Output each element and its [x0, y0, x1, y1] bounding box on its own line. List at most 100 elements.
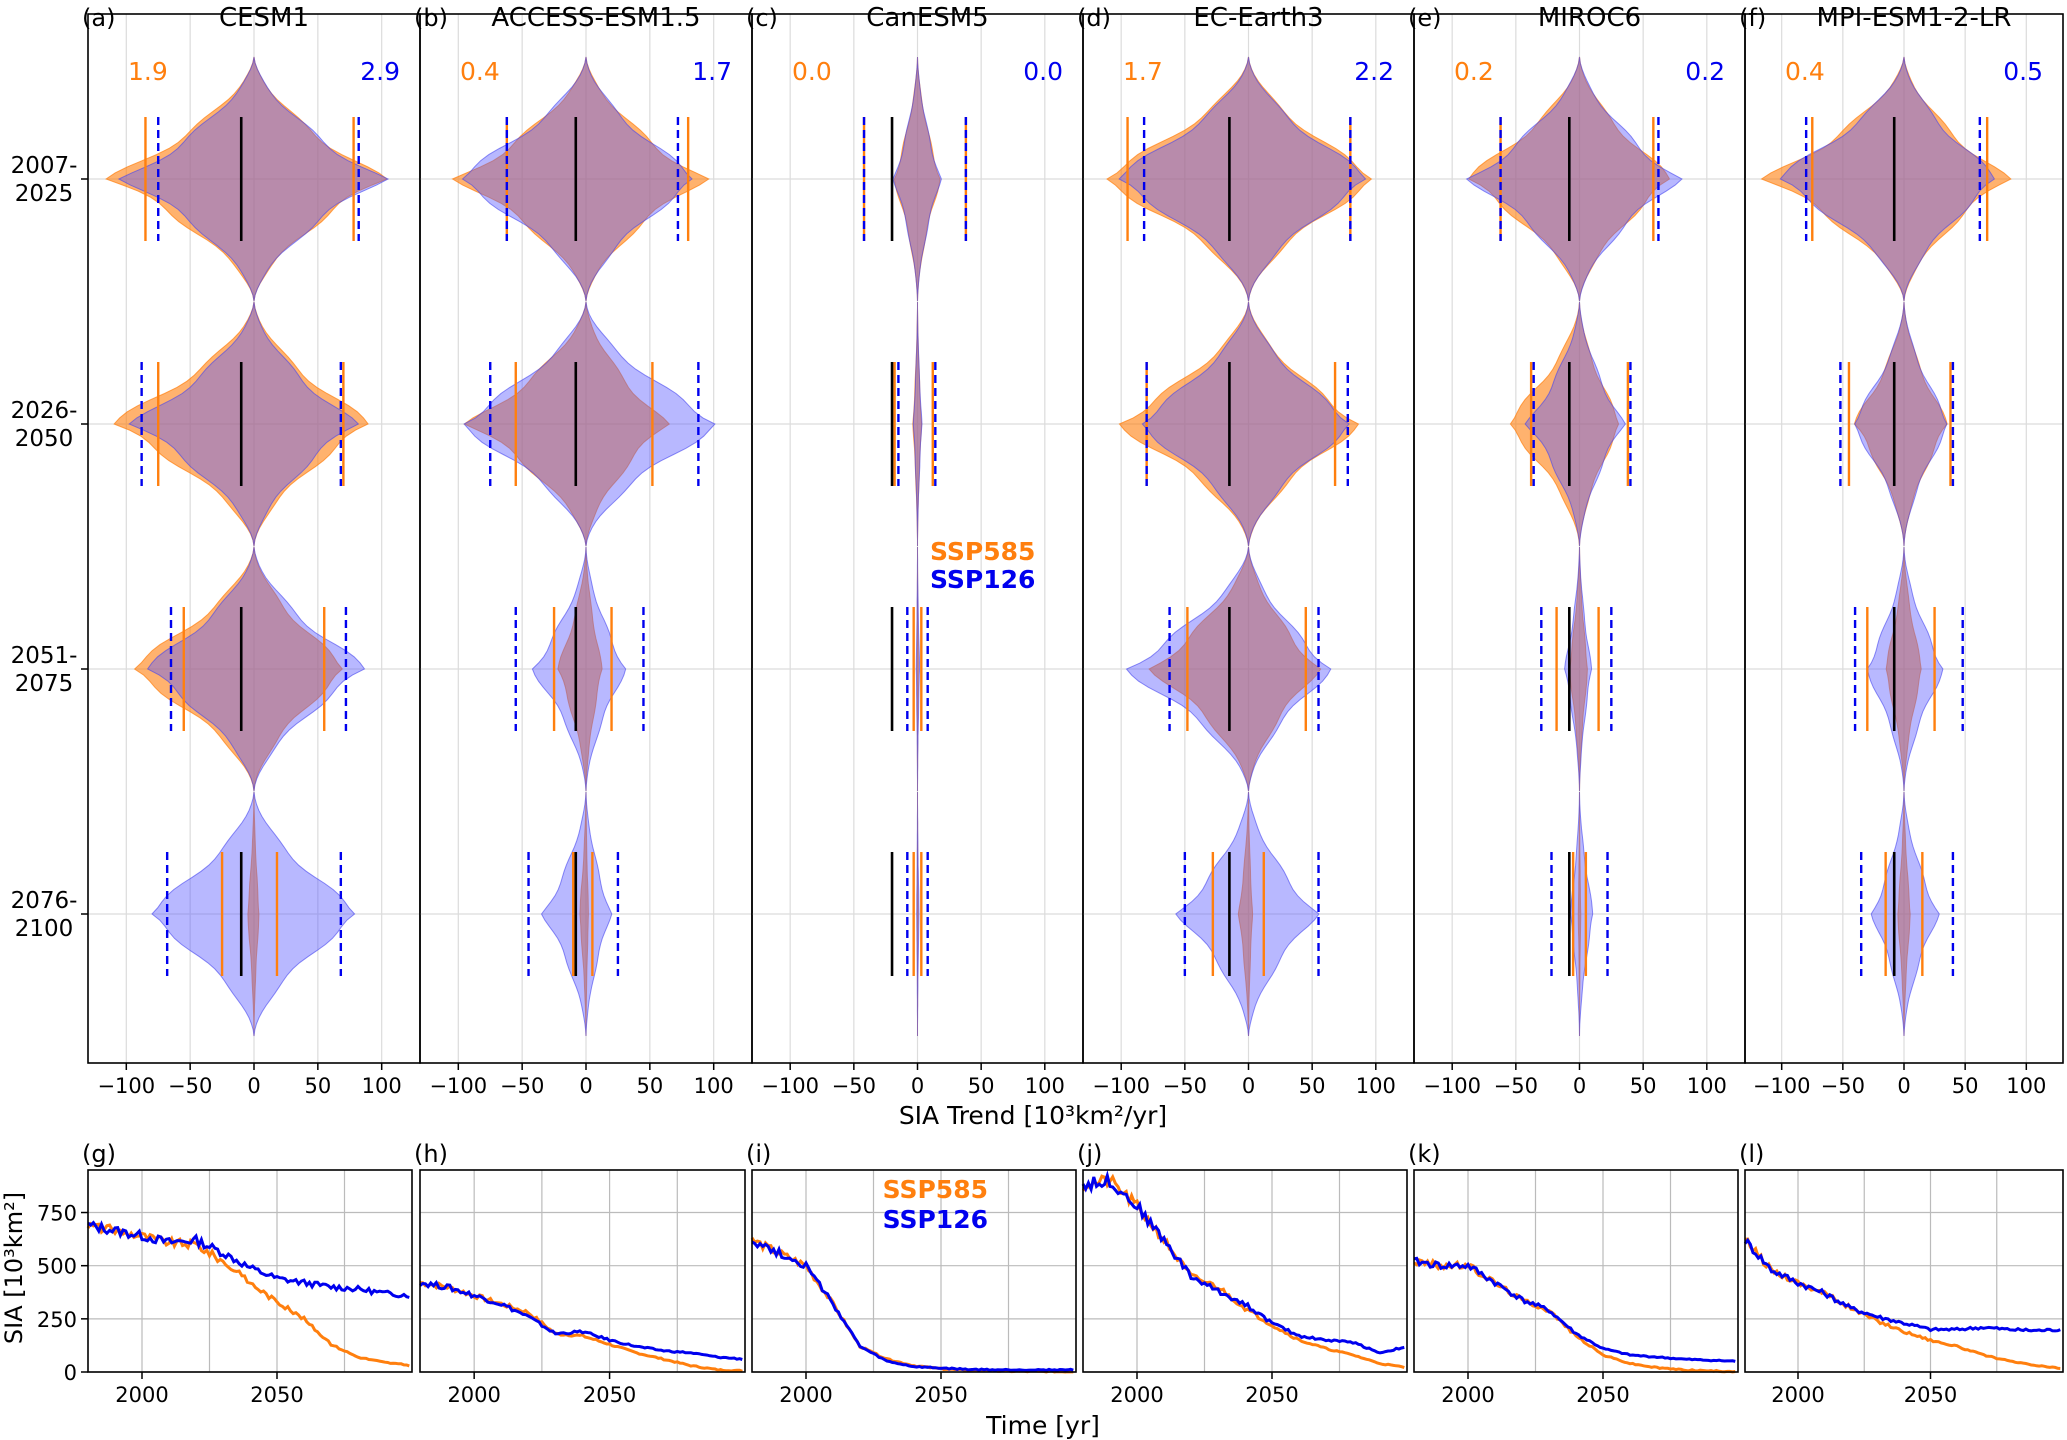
x-tick-label: 2050: [250, 1383, 303, 1407]
violin-ssp126: [1524, 301, 1627, 547]
panel-label: (j): [1077, 1140, 1102, 1168]
x-tick-label: 2000: [1110, 1383, 1163, 1407]
x-tick-label: 100: [362, 1074, 402, 1098]
panel-label: (l): [1739, 1140, 1764, 1168]
x-tick-label: 50: [636, 1074, 663, 1098]
period-label-line2: 2075: [15, 671, 74, 697]
period-label-line1: 2051-: [11, 643, 78, 669]
violin-ssp126: [146, 546, 366, 792]
legend-ssp126: SSP126: [930, 565, 1035, 594]
violin-ssp126: [1175, 791, 1320, 1037]
x-tick-label: 0: [911, 1074, 924, 1098]
x-tick-label: −50: [1163, 1074, 1207, 1098]
x-tick-label: 50: [968, 1074, 995, 1098]
timeseries-panel: 2000 2050 (l): [1739, 1140, 2064, 1407]
y-tick-label: 500: [37, 1255, 77, 1279]
violin-ssp126: [915, 547, 921, 791]
violin-panel: −100 −50 0 50 100 (d) EC-Earth3 1.7 2.2: [1077, 3, 1415, 1098]
x-tick-label: −100: [97, 1074, 155, 1098]
x-tick-label: 0: [579, 1074, 592, 1098]
x-tick-label: 2000: [447, 1383, 500, 1407]
line-ssp585: [1744, 1237, 2061, 1370]
y-tick-label: 0: [64, 1361, 77, 1385]
x-tick-label: −50: [168, 1074, 212, 1098]
panel-title: ACCESS-ESM1.5: [491, 3, 700, 33]
x-tick-label: 100: [694, 1074, 734, 1098]
violin-ssp126: [1141, 301, 1350, 547]
x-tick-label: 100: [1025, 1074, 1065, 1098]
line-ssp126: [419, 1279, 743, 1361]
period-label-line2: 2025: [15, 181, 74, 207]
panel-label: (b): [414, 4, 448, 32]
x-tick-label: 2050: [1245, 1383, 1298, 1407]
ratio-label-ssp585: 0.4: [1785, 57, 1825, 86]
x-tick-label: −50: [832, 1074, 876, 1098]
y-tick-label: 750: [37, 1202, 77, 1226]
timeseries-panel: 2000 2050 (k): [1408, 1140, 1739, 1407]
violin-ssp126: [461, 56, 693, 302]
line-ssp126: [751, 1240, 1074, 1373]
x-tick-label: 2050: [583, 1383, 636, 1407]
x-tick-label: 2050: [914, 1383, 967, 1407]
ratio-label-ssp585: 0.4: [460, 57, 500, 86]
x-tick-label: −50: [1821, 1074, 1865, 1098]
ratio-label-ssp585: 1.9: [128, 57, 168, 86]
panel-frame: [87, 1169, 413, 1373]
line-ssp126: [1081, 1170, 1405, 1355]
violin-ssp126: [117, 56, 390, 302]
x-tick-label: 2000: [1771, 1383, 1824, 1407]
timeseries-panels: 2000 2050 0 250 500 750 (g) 2000 2050 (h) 2000 2050…: [37, 1140, 2064, 1407]
period-label-line1: 2007-: [11, 153, 78, 179]
top-x-axis-label: SIA Trend [10³km²/yr]: [899, 1101, 1167, 1130]
panel-label: (k): [1408, 1140, 1441, 1168]
ratio-label-ssp585: 1.7: [1123, 57, 1163, 86]
line-ssp126: [1413, 1256, 1736, 1363]
timeseries-panel: 2000 2050 (h): [414, 1140, 746, 1407]
ratio-label-ssp585: 0.2: [1454, 57, 1494, 86]
panel-label: (a): [82, 4, 115, 32]
x-tick-label: −50: [500, 1074, 544, 1098]
x-tick-label: 2050: [1904, 1383, 1957, 1407]
legend-ssp126: SSP126: [883, 1205, 988, 1234]
panel-label: (h): [414, 1140, 448, 1168]
violin-ssp126: [1564, 546, 1593, 792]
ratio-label-ssp126: 0.0: [1023, 57, 1063, 86]
violin-ssp585: [1577, 792, 1582, 1036]
ratio-label-ssp585: 0.0: [792, 57, 832, 86]
panel-frame: [1413, 1169, 1739, 1373]
bottom-x-axis-label: Time [yr]: [985, 1411, 1100, 1440]
ratio-label-ssp126: 1.7: [692, 57, 732, 86]
violin-ssp126: [892, 56, 942, 302]
timeseries-panel: 2000 2050 0 250 500 750 (g): [37, 1140, 413, 1407]
x-tick-label: 50: [304, 1074, 331, 1098]
panel-frame: [1744, 1169, 2064, 1373]
panel-title: CESM1: [219, 3, 309, 33]
x-tick-label: 2000: [1441, 1383, 1494, 1407]
violin-ssp126: [1779, 56, 1996, 302]
panel-title: CanESM5: [866, 3, 988, 33]
period-label-line1: 2076-: [11, 888, 78, 914]
panel-label: (e): [1408, 4, 1442, 32]
violin-panels: −100 −50 0 50 100 (a) CESM1 1.9 2.9 −100 −50 0 50 100…: [81, 3, 2064, 1098]
x-tick-label: 100: [1356, 1074, 1396, 1098]
violin-panel: −100 −50 0 50 100 (e) MIROC6 0.2 0.2: [1408, 3, 1746, 1098]
panel-frame: [419, 1169, 746, 1373]
x-tick-label: 50: [1299, 1074, 1326, 1098]
x-tick-label: −100: [761, 1074, 819, 1098]
panel-title: EC-Earth3: [1193, 3, 1323, 33]
violin-ssp126: [151, 791, 356, 1037]
x-tick-label: −100: [1423, 1074, 1481, 1098]
ratio-label-ssp126: 2.2: [1354, 57, 1394, 86]
violin-ssp126: [128, 301, 360, 547]
panel-title: MIROC6: [1538, 3, 1641, 33]
x-tick-label: 0: [1242, 1074, 1255, 1098]
violin-ssp126: [1866, 546, 1944, 792]
violin-panel: −100 −50 0 50 100 (f) MPI-ESM1-2-LR 0.4 0.5: [1739, 3, 2064, 1098]
violin-ssp126: [1118, 56, 1367, 302]
violin-ssp126: [531, 546, 627, 792]
x-tick-label: 100: [1687, 1074, 1727, 1098]
period-labels: 2007-2025 2026-2050 2051-2075 2076-2100: [11, 153, 78, 942]
x-tick-label: 0: [1573, 1074, 1586, 1098]
